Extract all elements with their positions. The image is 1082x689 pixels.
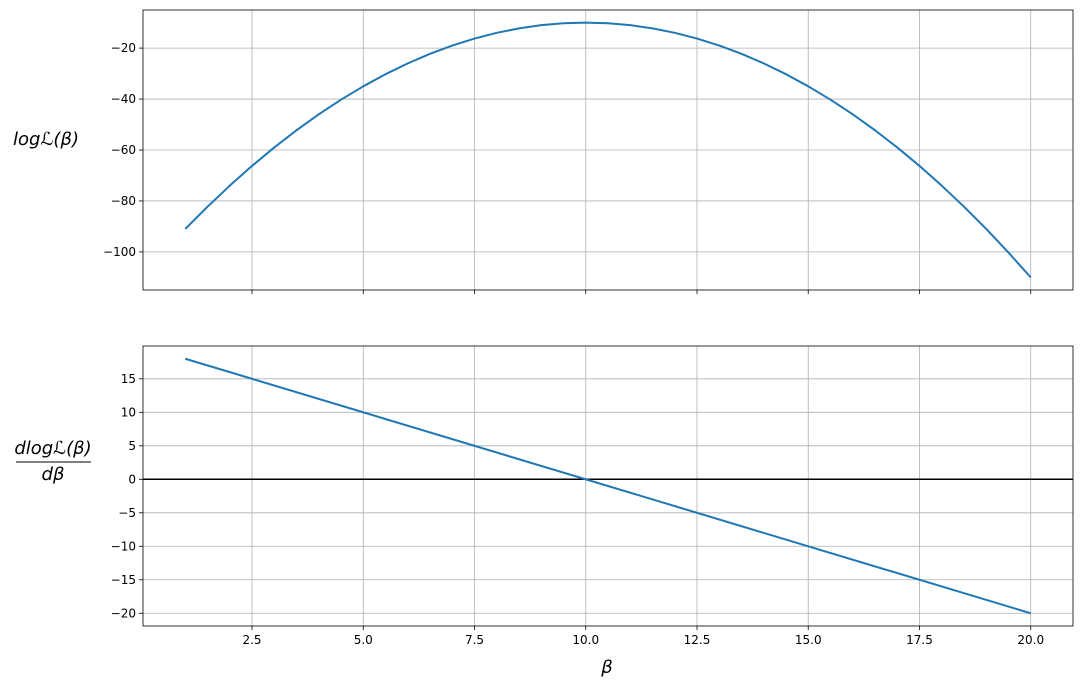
bottom-axes-derivative: 2.5 5.0 7.5 10.0 12.5 15.0 17.5 20.0 15 10 5 0 −5 −10… [111,345,1074,647]
y-tick-label: −60 [111,143,136,157]
x-tick-label: 5.0 [354,633,373,647]
series-line [184,21,1032,279]
series-line [184,357,1032,615]
top-axes-loglikelihood: −20 −40 −60 −80 −100 [103,9,1074,294]
x-tick-label: 10.0 [572,633,599,647]
y-tick-label: −80 [111,194,136,208]
axes-frame [142,9,1074,291]
x-axis-label: β [600,657,613,678]
y-tick-label: −20 [111,41,136,55]
axes-frame [142,345,1074,627]
y-tick-label: −20 [111,606,136,620]
y-tick-label: −100 [103,245,136,259]
x-tick-label: 15.0 [795,633,822,647]
y-tick-label: 0 [128,472,136,486]
y-tick-label: −40 [111,92,136,106]
y-tick-label: 10 [121,405,136,419]
x-tick-label: 2.5 [242,633,261,647]
x-tick-label: 7.5 [465,633,484,647]
y-tick-label: −10 [111,539,136,553]
y-tick-label: −15 [111,573,136,587]
x-tick-label: 20.0 [1017,633,1044,647]
y-tick-label: 15 [121,372,136,386]
y-tick-label: −5 [118,506,136,520]
y-tick-label: 5 [128,439,136,453]
x-tick-label: 17.5 [906,633,933,647]
bottom-ylabel-numerator: dlogℒ(β) [14,438,91,459]
top-ylabel: logℒ(β) [13,129,79,150]
x-tick-label: 12.5 [684,633,711,647]
bottom-ylabel-denominator: dβ [42,464,65,485]
